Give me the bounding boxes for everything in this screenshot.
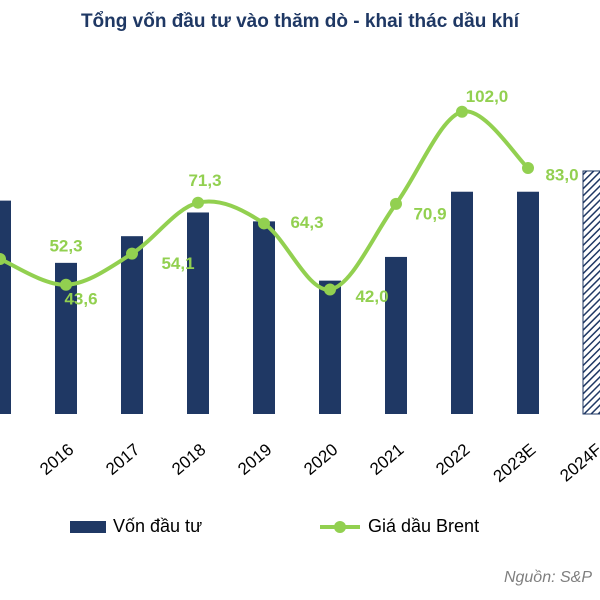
x-tick-label: 2017 — [102, 440, 143, 479]
data-label: 52,3 — [49, 236, 82, 255]
legend-swatch — [70, 521, 106, 533]
bar — [121, 236, 143, 414]
line-point — [60, 278, 72, 291]
source: Nguồn: S&P — [504, 569, 592, 586]
x-tick-label: 2024F — [556, 440, 600, 486]
line-point — [192, 196, 204, 209]
bar — [582, 170, 600, 415]
data-label: 71,3 — [188, 171, 221, 190]
data-label: 54,1 — [161, 254, 194, 273]
x-tick-label: 2023E — [490, 440, 540, 486]
line — [0, 109, 530, 292]
legend-swatch — [334, 521, 346, 533]
bar — [517, 191, 539, 414]
x-tick-label: 2021 — [366, 440, 407, 479]
line-point — [390, 197, 402, 210]
bar — [0, 200, 11, 414]
legend-label: Giá dầu Brent — [368, 516, 479, 536]
bar — [187, 212, 209, 414]
chart-title: Tổng vốn đầu tư vào thăm dò - khai thác … — [81, 11, 520, 32]
data-label: 42,0 — [355, 287, 388, 306]
line-point — [126, 247, 138, 260]
data-label: 43,6 — [64, 289, 97, 308]
data-label: 64,3 — [290, 213, 323, 232]
line-point — [258, 217, 270, 230]
bar — [253, 221, 275, 414]
x-tick-label: 2020 — [300, 440, 341, 479]
line-point — [522, 162, 534, 175]
line-point — [456, 105, 468, 118]
line-point — [0, 253, 6, 266]
x-tick-label: 2018 — [168, 440, 209, 479]
bar — [55, 262, 77, 414]
x-tick-label: 2022 — [432, 440, 473, 479]
bar — [319, 280, 341, 414]
x-tick-label: 2019 — [234, 440, 275, 479]
x-tick-label: 2016 — [36, 440, 77, 479]
data-label: 102,0 — [466, 87, 509, 106]
legend-label: Vốn đầu tư — [113, 516, 202, 536]
data-label: 83,0 — [545, 166, 578, 185]
data-label: 70,9 — [413, 204, 446, 223]
line-point — [324, 283, 336, 296]
bar — [385, 256, 407, 414]
bar — [451, 191, 473, 414]
